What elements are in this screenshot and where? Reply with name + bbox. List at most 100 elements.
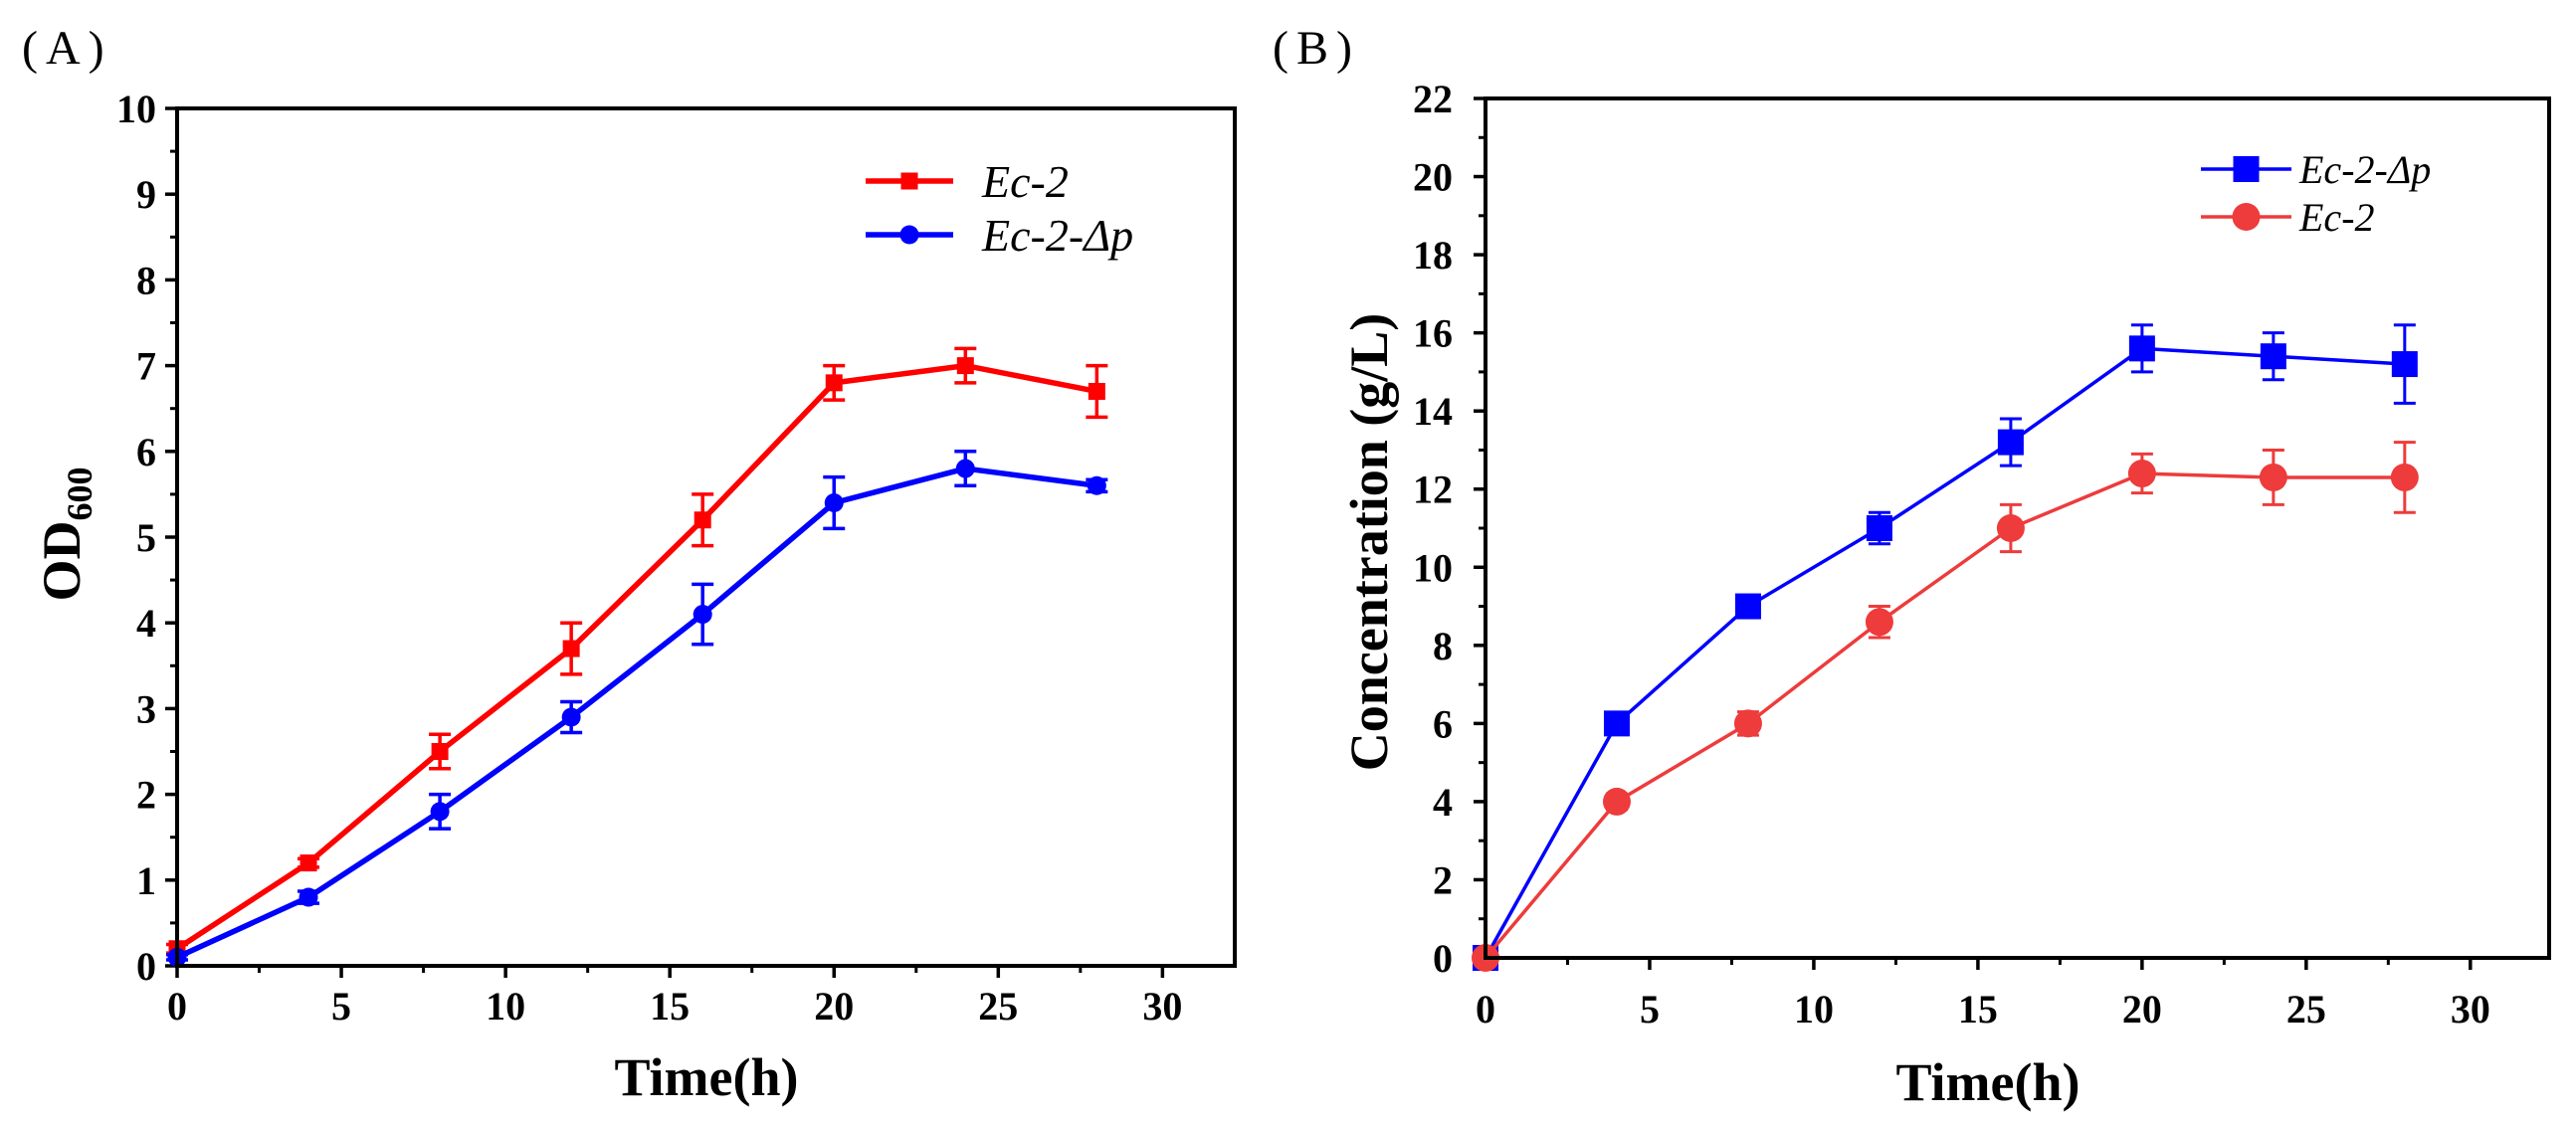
y-tick-label: 2 bbox=[1433, 857, 1453, 902]
data-point bbox=[1734, 593, 1761, 620]
data-point bbox=[956, 357, 974, 375]
legend-marker bbox=[2232, 203, 2261, 231]
legend-label: Ec-2-Δp bbox=[2298, 147, 2431, 192]
y-tick-label: 6 bbox=[1433, 701, 1453, 746]
axes: 0 1 2 3 4 5 6 7 8 9 10 0 5 10 15 20 25 30 bbox=[116, 87, 1182, 1029]
x-tick-label: 30 bbox=[2451, 987, 2490, 1031]
legend-label: Ec-2 bbox=[2298, 195, 2375, 240]
x-tick-label: 20 bbox=[2122, 987, 2162, 1031]
y-tick-label: 8 bbox=[1433, 624, 1453, 668]
data-point bbox=[824, 493, 844, 513]
data-point bbox=[2390, 463, 2419, 491]
y-tick-label: 10 bbox=[1413, 545, 1453, 590]
legend: Ec-2Ec-2-Δp bbox=[866, 156, 1133, 261]
data-point bbox=[2127, 460, 2156, 488]
data-point bbox=[1997, 429, 2024, 456]
x-tick-label: 0 bbox=[1476, 987, 1495, 1031]
series bbox=[1473, 323, 2418, 971]
panel-b: (B) Time(h) Concentration (g/L) 0 2 4 6 8 10 1… bbox=[1273, 22, 2551, 1112]
x-tick-label: 15 bbox=[1958, 987, 1998, 1031]
legend-item: Ec-2 bbox=[866, 156, 1069, 207]
data-point bbox=[1996, 514, 2025, 542]
y-tick-label: 0 bbox=[1433, 936, 1453, 981]
y-tick-label: 18 bbox=[1413, 233, 1453, 278]
panel-a: (A) Time(h) OD600 0 1 2 3 4 5 6 7 8 9 10 0 5 10 15 20 25… bbox=[22, 22, 1237, 1107]
legend-marker bbox=[899, 225, 919, 245]
data-point bbox=[298, 887, 318, 907]
x-tick-label: 30 bbox=[1142, 984, 1182, 1029]
data-point bbox=[1087, 475, 1106, 495]
data-point bbox=[2391, 351, 2418, 378]
y-tick-label: 3 bbox=[136, 686, 156, 731]
legend-item: Ec-2-Δp bbox=[866, 210, 1133, 261]
data-point bbox=[693, 605, 712, 625]
y-tick-label: 2 bbox=[136, 773, 156, 818]
y-tick-label: 0 bbox=[136, 944, 156, 989]
data-point bbox=[1865, 608, 1893, 637]
data-point bbox=[825, 374, 843, 392]
y-tick-label: 6 bbox=[136, 430, 156, 474]
x-tick-label: 20 bbox=[814, 984, 854, 1029]
y-axis-label-subscript: 600 bbox=[60, 468, 99, 521]
x-tick-label: 15 bbox=[650, 984, 690, 1029]
y-axis-label: Concentration (g/L) bbox=[1339, 313, 1399, 771]
data-point bbox=[694, 511, 711, 529]
data-point bbox=[1088, 382, 1105, 400]
x-tick-label: 0 bbox=[167, 984, 187, 1029]
y-axis-label: OD600 bbox=[32, 468, 99, 602]
plot-frame bbox=[1484, 96, 2551, 960]
y-tick-label: 12 bbox=[1413, 468, 1453, 512]
x-tick-label: 5 bbox=[331, 984, 351, 1029]
x-tick-label: 10 bbox=[1794, 987, 1834, 1031]
x-tick-label: 25 bbox=[2286, 987, 2326, 1031]
series bbox=[1472, 441, 2419, 972]
series bbox=[166, 346, 1108, 958]
legend-label: Ec-2 bbox=[981, 156, 1069, 207]
y-tick-label: 4 bbox=[1433, 780, 1453, 825]
legend-label: Ec-2-Δp bbox=[981, 210, 1133, 261]
y-tick-label: 8 bbox=[136, 258, 156, 302]
x-axis-label: Time(h) bbox=[615, 1047, 799, 1107]
series-line bbox=[1484, 471, 2405, 960]
series bbox=[166, 450, 1108, 967]
series-line bbox=[175, 466, 1097, 960]
y-axis-label-main: OD bbox=[32, 521, 92, 602]
y-tick-label: 5 bbox=[136, 515, 156, 560]
series-line bbox=[175, 362, 1097, 952]
data-point bbox=[1866, 515, 1892, 541]
x-tick-label: 25 bbox=[978, 984, 1018, 1029]
data-point bbox=[299, 854, 317, 872]
series-line bbox=[1484, 346, 2405, 959]
legend-item: Ec-2 bbox=[2201, 195, 2375, 240]
legend-marker bbox=[2233, 156, 2260, 182]
y-tick-label: 16 bbox=[1413, 311, 1453, 356]
x-tick-label: 10 bbox=[486, 984, 525, 1029]
y-tick-label: 22 bbox=[1413, 77, 1453, 121]
legend-marker bbox=[900, 172, 918, 190]
y-tick-label: 9 bbox=[136, 172, 156, 217]
data-point bbox=[430, 802, 450, 822]
data-point bbox=[431, 743, 449, 760]
y-tick-label: 7 bbox=[136, 344, 156, 389]
data-point bbox=[1602, 787, 1631, 816]
plot-frame bbox=[175, 106, 1237, 968]
data-point bbox=[1603, 710, 1630, 737]
y-tick-label: 14 bbox=[1413, 389, 1453, 434]
y-tick-label: 1 bbox=[136, 858, 156, 903]
legend-item: Ec-2-Δp bbox=[2201, 147, 2431, 192]
x-axis-label: Time(h) bbox=[1896, 1052, 2081, 1112]
panel-label: (A) bbox=[22, 22, 112, 75]
data-point bbox=[2259, 463, 2287, 491]
x-tick-label: 5 bbox=[1640, 987, 1660, 1031]
data-point bbox=[561, 707, 581, 727]
data-point bbox=[2260, 343, 2286, 370]
data-point bbox=[2128, 335, 2155, 362]
y-tick-label: 20 bbox=[1413, 155, 1453, 200]
y-tick-label: 4 bbox=[136, 601, 156, 646]
data-point bbox=[1733, 709, 1762, 738]
panel-label: (B) bbox=[1273, 22, 1360, 75]
data-point bbox=[955, 459, 975, 478]
data-point bbox=[562, 640, 580, 657]
